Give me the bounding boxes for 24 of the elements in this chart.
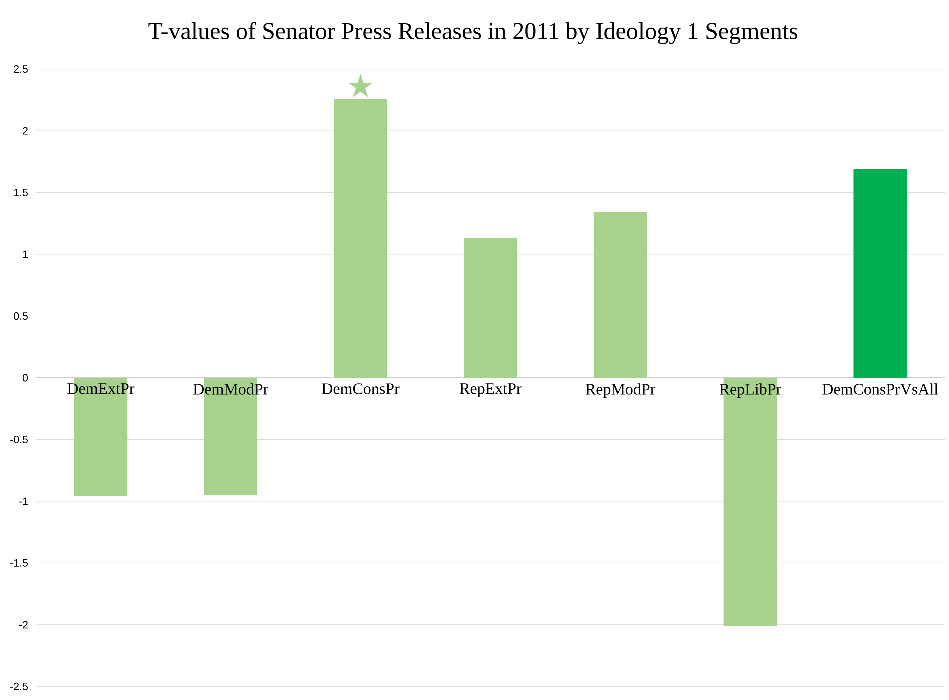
chart-title: T-values of Senator Press Releases in 2011 by Ideology 1 Segments (148, 22, 798, 44)
x-tick-label: DemConsPr (322, 384, 400, 394)
bar (334, 98, 388, 378)
annotation: ★ (348, 74, 374, 98)
bar (464, 238, 518, 378)
y-tick-label: 2.5 (14, 66, 28, 74)
x-tick-label: RepExtPr (460, 384, 522, 398)
y-tick-label: -1.5 (10, 559, 28, 567)
bar (854, 169, 908, 378)
y-tick-label: 1 (23, 250, 28, 258)
y-tick-label: 0.5 (14, 312, 28, 320)
y-tick-label: -2.5 (10, 682, 28, 690)
x-tick-label: RepModPr (586, 384, 656, 398)
x-tick-label: DemConsPrVsAll (822, 384, 938, 395)
y-tick-label: -2 (19, 621, 28, 629)
y-tick-label: 2 (23, 127, 28, 135)
bar (594, 212, 648, 378)
y-tick-label: -1 (19, 498, 28, 506)
x-tick-label: RepLibPr (720, 384, 782, 398)
x-tick-label: DemModPr (194, 384, 268, 395)
y-tick-label: -0.5 (10, 436, 28, 444)
x-tick-label: DemExtPr (68, 384, 135, 394)
y-tick-label: 1.5 (14, 189, 28, 197)
y-tick-label: 0 (22, 374, 28, 382)
